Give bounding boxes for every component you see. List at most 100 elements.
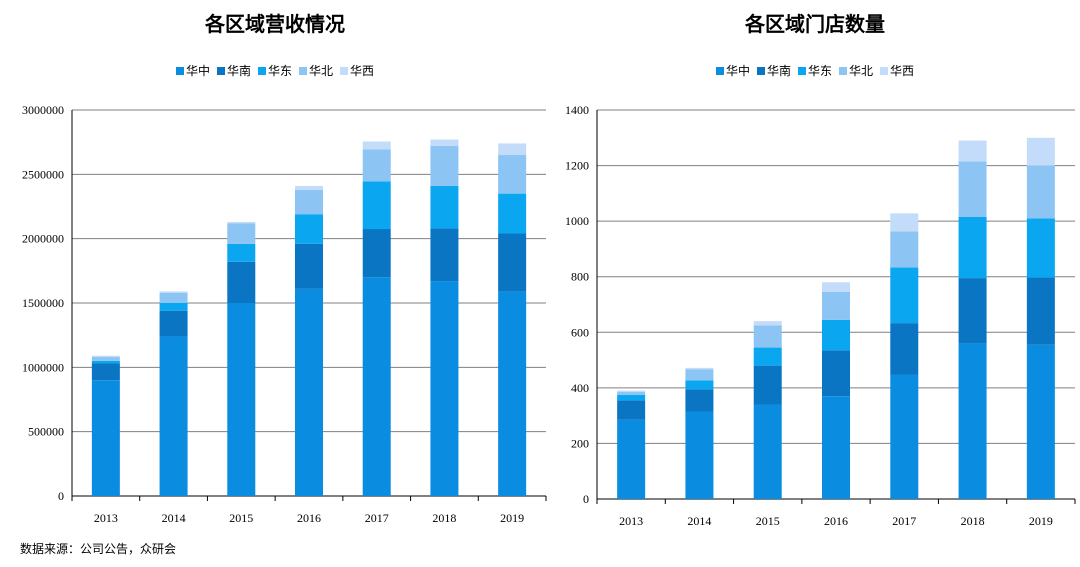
bar-segment	[430, 139, 459, 147]
bar-segment	[430, 146, 459, 186]
bar-segment	[958, 343, 987, 499]
stores-plot: 0 200 400 600 800 1000 1200 1400 2013 2014 2015 201…	[565, 103, 1076, 528]
x-tick-label: 2015	[756, 514, 780, 528]
x-tick-label: 2016	[824, 514, 848, 528]
y-tick-label: 1200	[565, 159, 589, 173]
x-tick-label: 2017	[892, 514, 916, 528]
legend-swatch	[756, 66, 765, 75]
revenue-chart-panel: 各区域营收情况 华中 华南 华东 华北 华西 0 500000 1000000 150…	[0, 0, 550, 535]
bar-segment	[91, 380, 120, 496]
bar-segment	[227, 303, 256, 496]
bar-segment	[822, 319, 850, 351]
bar-segment	[227, 223, 256, 244]
revenue-legend-item: 华中	[175, 62, 210, 79]
bar-segment	[295, 189, 323, 215]
y-tick-label: 1000000	[22, 360, 64, 374]
stores-legend-item: 华南	[756, 62, 791, 79]
legend-swatch	[340, 66, 349, 75]
revenue-chart-title: 各区域营收情况	[205, 12, 345, 36]
x-tick-label: 2013	[619, 514, 643, 528]
legend-swatch	[797, 66, 806, 75]
bar-segment	[753, 365, 782, 405]
bar-segment	[753, 404, 782, 499]
x-tick-label: 2018	[961, 514, 985, 528]
bar-segment	[430, 185, 459, 229]
legend-swatch	[715, 66, 724, 75]
stores-legend-item: 华东	[797, 62, 832, 79]
revenue-plot: 0 500000 1000000 1500000 2000000 2500000 30000…	[22, 103, 547, 525]
y-tick-label: 200	[571, 436, 589, 450]
x-tick-label: 2014	[687, 514, 711, 528]
bar-segment	[159, 336, 188, 496]
bar-segment	[822, 291, 850, 320]
bar-segment	[91, 357, 120, 361]
bar-segment	[1026, 277, 1055, 345]
bar-segment	[890, 374, 919, 499]
revenue-legend-item: 华东	[257, 62, 292, 79]
bar-segment	[685, 367, 714, 370]
bar-segment	[362, 277, 391, 496]
bar-segment	[822, 282, 850, 292]
bar-segment	[227, 221, 256, 224]
stores-chart-panel: 各区域门店数量 华中 华南 华东 华北 华西 0 200 400 600 800 1000…	[550, 0, 1080, 535]
bar-segment	[958, 278, 987, 344]
source-note: 数据来源：公司公告，众研会	[20, 542, 177, 556]
bar-segment	[159, 310, 188, 337]
x-tick-label: 2019	[1029, 514, 1053, 528]
bar-segment	[685, 369, 714, 381]
bar-segment	[159, 303, 188, 311]
bar-segment	[958, 216, 987, 279]
revenue-legend-item: 华北	[299, 62, 333, 79]
bar-segment	[753, 325, 782, 348]
x-tick-label: 2017	[365, 511, 389, 525]
bar-segment	[430, 228, 459, 282]
y-tick-label: 1500000	[22, 296, 64, 310]
bar-segment	[227, 243, 256, 262]
bar-segment	[753, 321, 782, 326]
bar-segment	[498, 291, 527, 496]
bar-segment	[1026, 218, 1055, 278]
y-tick-label: 800	[571, 270, 589, 284]
bar-segment	[617, 394, 646, 401]
bar-segment	[617, 400, 646, 420]
legend-swatch	[839, 66, 847, 75]
bar-segment	[362, 181, 391, 230]
y-tick-label: 600	[571, 325, 589, 339]
bar-segment	[498, 233, 527, 292]
bar-segment	[91, 355, 120, 358]
y-tick-label: 2500000	[22, 167, 64, 181]
y-tick-label: 3000000	[22, 103, 64, 117]
x-tick-label: 2014	[162, 511, 186, 525]
stores-legend-item: 华西	[880, 62, 914, 79]
revenue-legend: 华中 华南 华东 华北 华西	[0, 62, 550, 79]
bar-segment	[430, 281, 459, 496]
bar-segment	[890, 213, 919, 232]
y-tick-label: 0	[583, 492, 589, 506]
legend-swatch	[880, 66, 889, 75]
stores-chart-title: 各区域门店数量	[745, 12, 885, 36]
x-tick-label: 2013	[94, 511, 118, 525]
legend-swatch	[257, 66, 266, 75]
bar-segment	[890, 231, 919, 268]
revenue-legend-item: 华南	[216, 62, 251, 79]
x-tick-label: 2019	[500, 511, 524, 525]
bar-segment	[227, 261, 256, 303]
bar-segment	[498, 193, 527, 234]
legend-swatch	[216, 66, 225, 75]
bar-segment	[822, 350, 850, 397]
bar-segment	[890, 323, 919, 375]
legend-swatch	[299, 66, 307, 75]
bar-segment	[91, 360, 120, 364]
bar-segment	[1026, 137, 1055, 166]
bar-segment	[1026, 165, 1055, 219]
y-tick-label: 400	[571, 381, 589, 395]
y-tick-label: 1400	[565, 103, 589, 117]
x-tick-label: 2015	[229, 511, 253, 525]
revenue-legend-item: 华西	[340, 62, 374, 79]
y-tick-label: 2000000	[22, 232, 64, 246]
bar-segment	[295, 288, 323, 496]
bar-segment	[362, 141, 391, 150]
bar-segment	[295, 243, 323, 289]
bar-segment	[295, 185, 323, 190]
bar-segment	[685, 389, 714, 412]
